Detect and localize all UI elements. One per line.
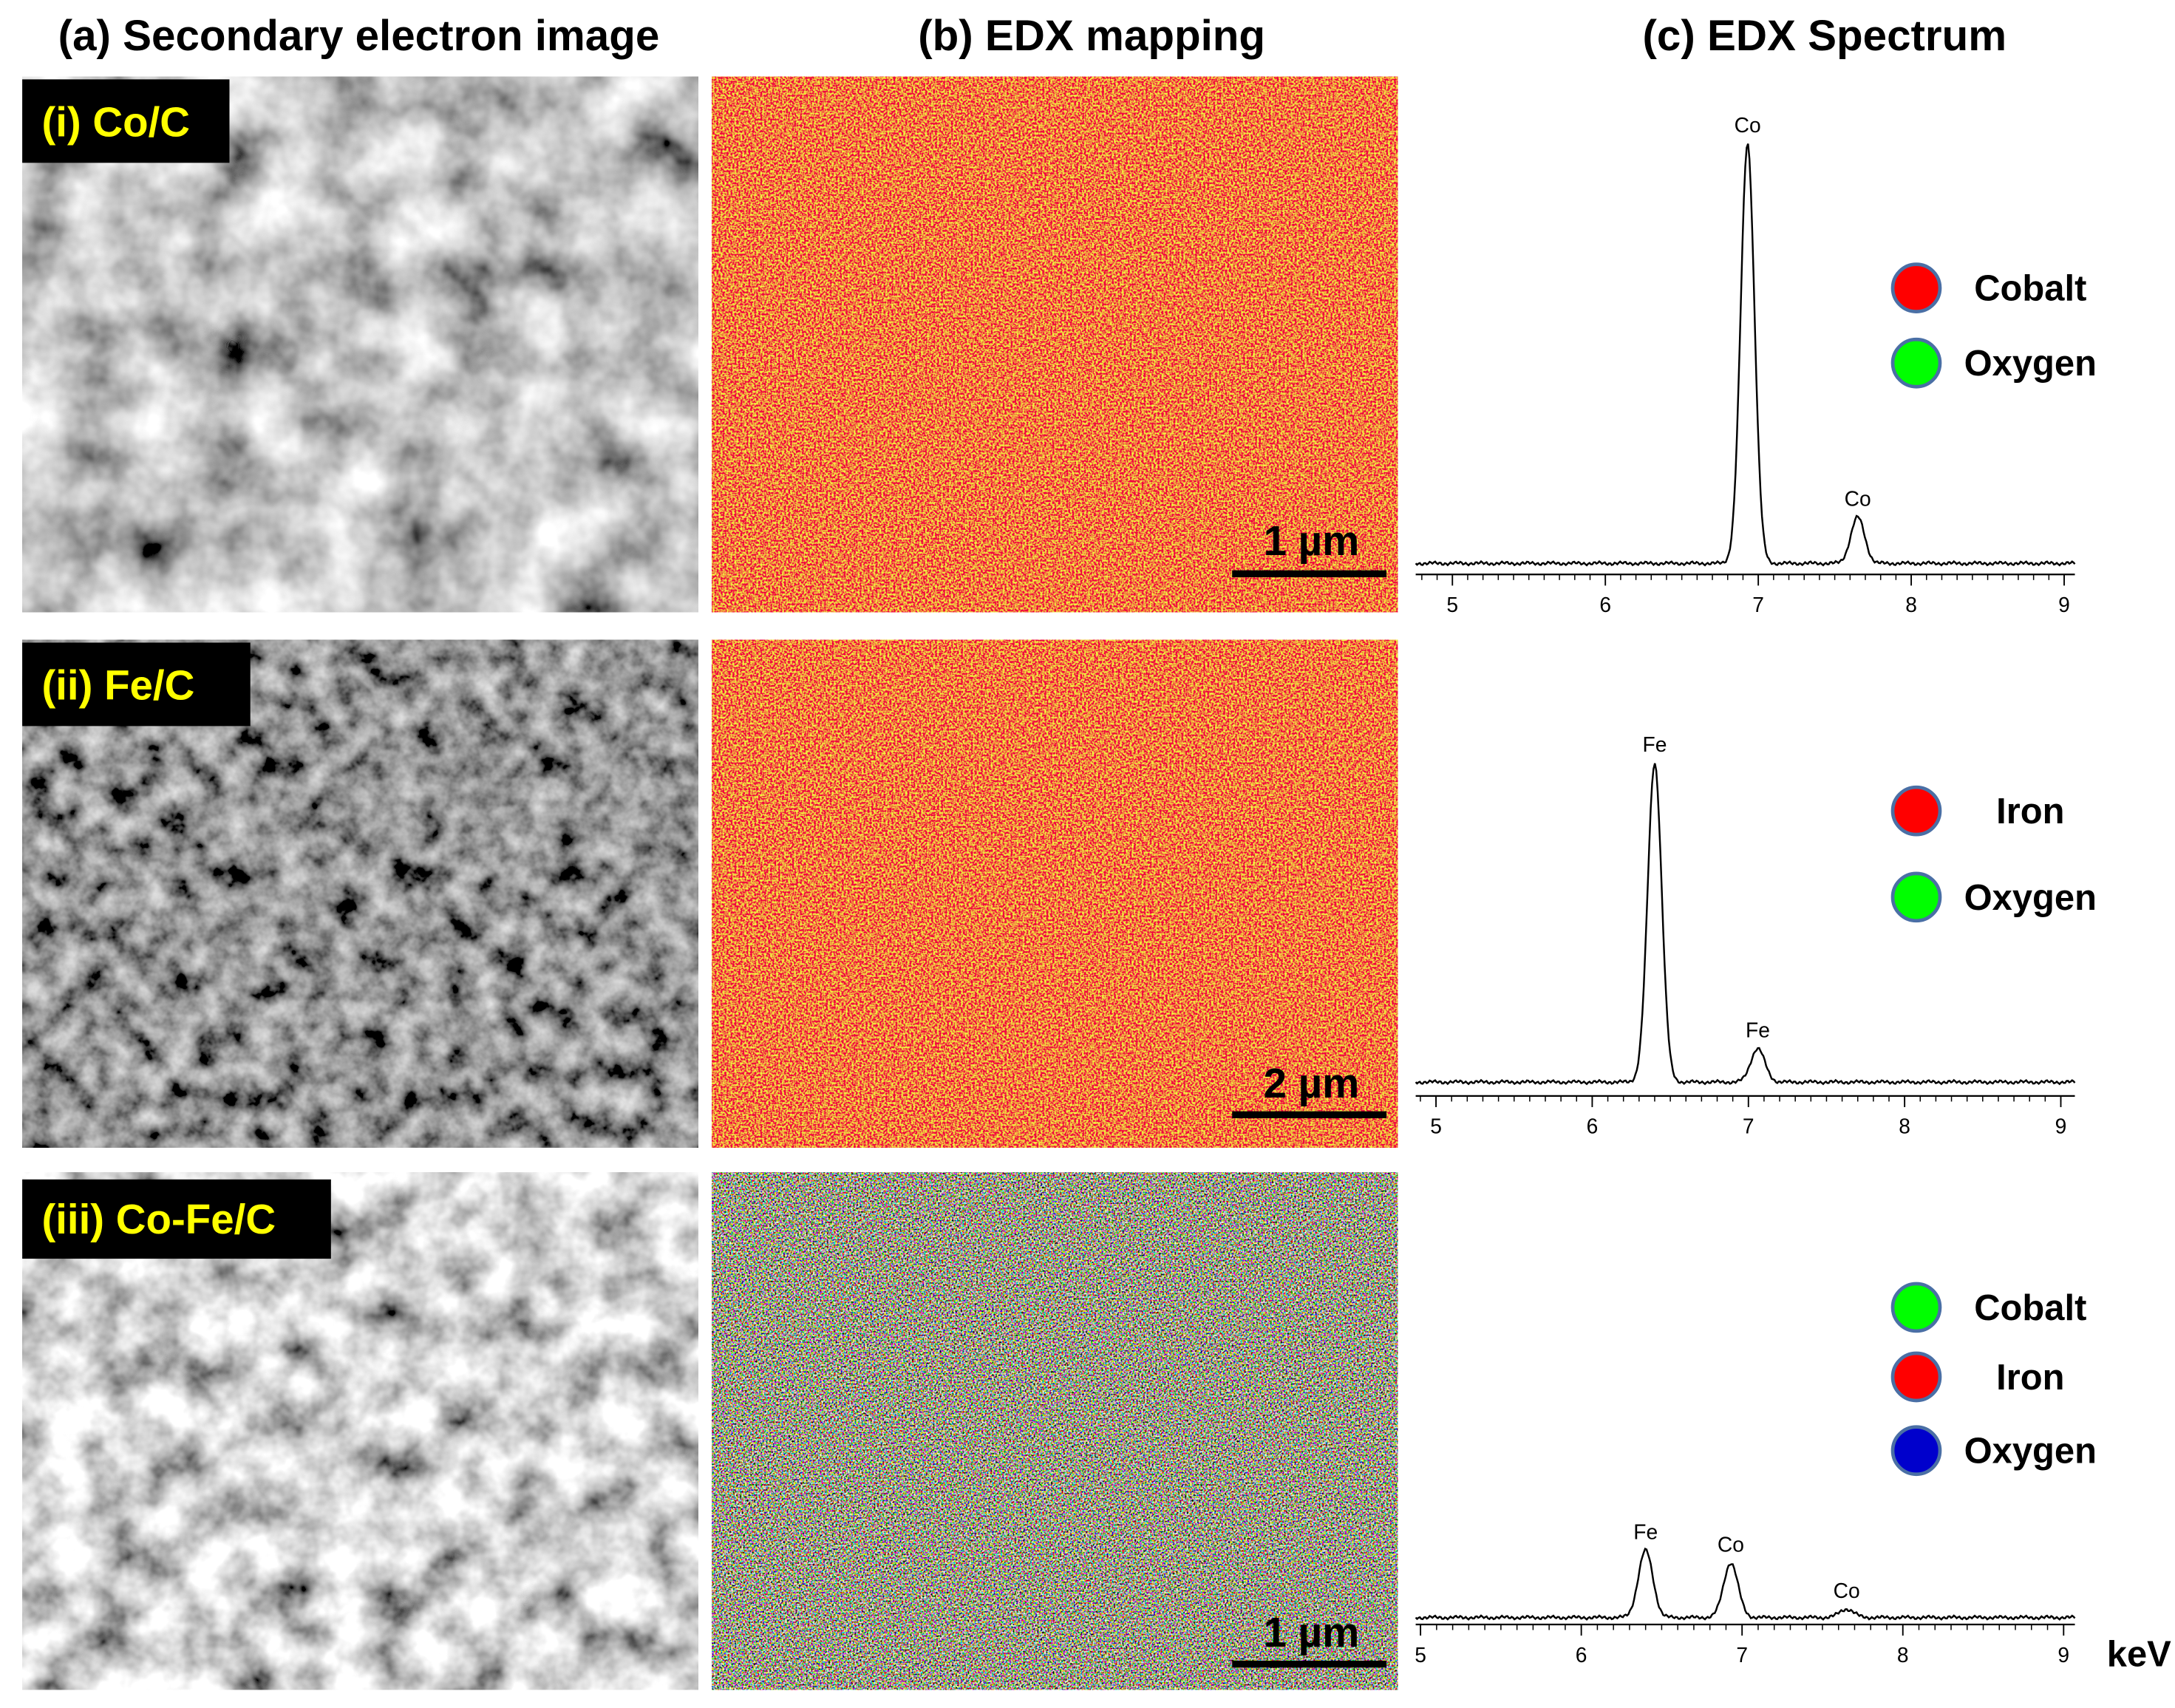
x-tick-label: 5 — [1430, 1115, 1442, 1138]
scale-bar-label: 1 µm — [1264, 1609, 1360, 1656]
spectrum-curve — [1415, 1547, 2076, 1621]
legend-label: Oxygen — [1964, 1432, 2097, 1471]
peak-label: Co — [1718, 1533, 1744, 1556]
header: (b) EDX mapping — [918, 12, 1265, 60]
header: (c) EDX Spectrum — [1642, 12, 2006, 60]
spectrum-curve — [1415, 763, 2076, 1086]
scale-bar — [1232, 1111, 1387, 1119]
legend-label: Cobalt — [1974, 269, 2086, 309]
peak-label: Fe — [1633, 1520, 1658, 1544]
legend-swatch — [1890, 1425, 1942, 1477]
peak-label: Fe — [1746, 1018, 1770, 1042]
x-tick-label: 6 — [1599, 593, 1611, 616]
x-tick-label: 5 — [1446, 593, 1458, 616]
x-tick-label: 7 — [1736, 1643, 1748, 1667]
x-tick-label: 6 — [1587, 1115, 1599, 1138]
header: (a) Secondary electron image — [58, 12, 660, 60]
legend-swatch — [1890, 871, 1942, 923]
scale-bar — [1232, 570, 1387, 578]
sample-label: (iii) Co-Fe/C — [41, 1196, 276, 1242]
spectrum-curve — [1415, 143, 2076, 567]
legend-swatch — [1890, 785, 1942, 837]
x-tick-label: 8 — [1897, 1643, 1909, 1667]
legend-swatch — [1890, 1351, 1942, 1403]
x-tick-label: 5 — [1415, 1643, 1426, 1667]
label-box — [22, 79, 230, 163]
legend-label: Oxygen — [1964, 344, 2097, 384]
x-tick-label: 8 — [1905, 593, 1917, 616]
sample-label: (ii) Fe/C — [41, 662, 194, 709]
edx-map — [712, 76, 1398, 613]
sem-image — [22, 76, 698, 613]
legend-label: Iron — [1996, 792, 2064, 831]
peak-label: Co — [1834, 1579, 1860, 1602]
sample-label: (i) Co/C — [41, 99, 190, 146]
x-tick-label: 6 — [1576, 1643, 1587, 1667]
x-tick-label: 9 — [2057, 1643, 2069, 1667]
x-tick-label: 7 — [1752, 593, 1764, 616]
scale-bar — [1232, 1660, 1387, 1668]
legend-label: Cobalt — [1974, 1288, 2086, 1328]
legend-swatch — [1890, 337, 1942, 389]
legend-swatch — [1890, 262, 1942, 313]
scale-bar-label: 1 µm — [1264, 517, 1360, 564]
x-tick-label: 8 — [1899, 1115, 1910, 1138]
x-tick-label: 9 — [2055, 1115, 2067, 1138]
edx-map — [712, 639, 1398, 1148]
edx-map — [712, 1172, 1398, 1690]
scale-bar-label: 2 µm — [1264, 1060, 1360, 1106]
legend-swatch — [1890, 1282, 1942, 1333]
legend-label: Oxygen — [1964, 878, 2097, 918]
x-tick-label: 9 — [2058, 593, 2070, 616]
peak-label: Co — [1735, 113, 1761, 137]
x-tick-label: 7 — [1743, 1115, 1754, 1138]
label-box — [22, 642, 251, 727]
peak-label: Co — [1845, 487, 1871, 511]
label-box — [22, 1179, 331, 1259]
x-unit: keV — [2107, 1634, 2171, 1674]
legend-label: Iron — [1996, 1358, 2064, 1398]
peak-label: Fe — [1642, 732, 1667, 756]
